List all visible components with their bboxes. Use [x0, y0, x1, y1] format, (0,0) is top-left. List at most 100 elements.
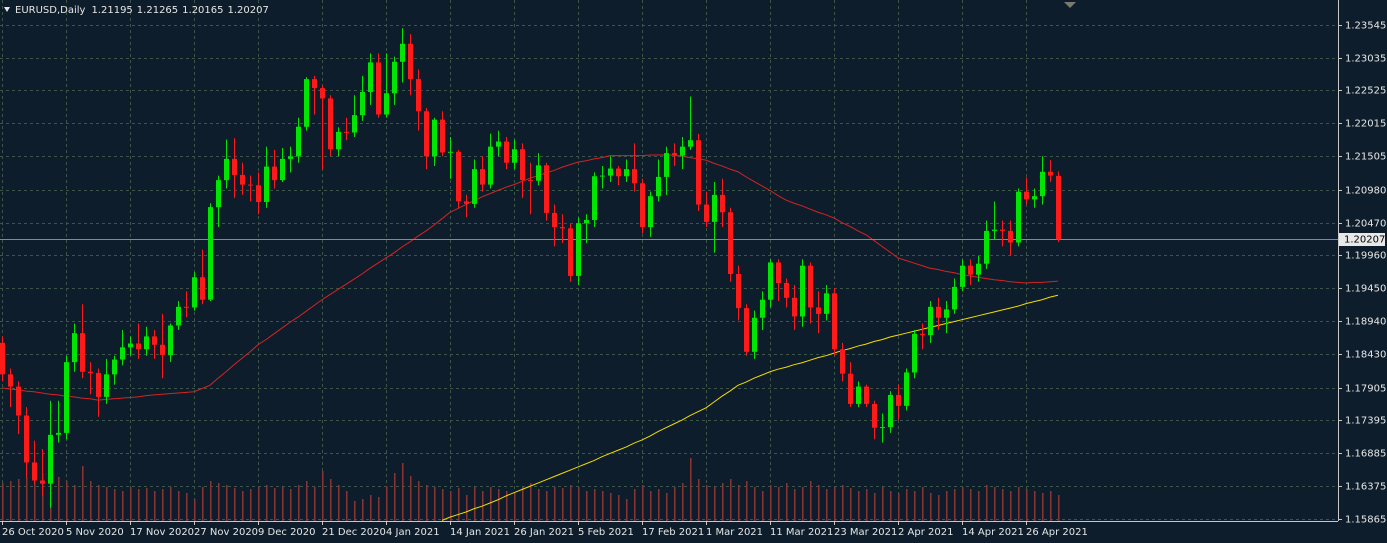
y-tick-label: 1.21505 — [1345, 152, 1386, 163]
volume-bar — [490, 487, 492, 521]
candle-body — [768, 262, 773, 300]
price-tag-bg — [1339, 233, 1385, 246]
candle-body — [600, 175, 605, 177]
candle-body — [648, 196, 653, 228]
volume-bar — [98, 485, 100, 521]
volume-bar — [442, 489, 444, 521]
volume-bar — [426, 485, 428, 521]
volume-bar — [586, 491, 588, 521]
grid — [0, 0, 1338, 521]
header-open: 1.21195 — [91, 5, 132, 16]
candle-body — [576, 223, 581, 276]
candle-body — [512, 149, 517, 163]
candle-body — [896, 394, 901, 406]
y-tick-label: 1.17905 — [1345, 384, 1386, 395]
candle-body — [0, 342, 5, 375]
volume-bar — [914, 491, 916, 521]
volume-bar — [314, 487, 316, 521]
x-tick-label: 21 Dec 2020 — [322, 527, 386, 538]
x-tick-label: 11 Mar 2021 — [770, 527, 833, 538]
candle-body — [360, 91, 365, 116]
y-tick-label: 1.16375 — [1345, 482, 1386, 493]
volume-bar — [890, 491, 892, 521]
x-tick-label: 26 Jan 2021 — [514, 527, 574, 538]
candle-body — [264, 166, 269, 202]
volume-bar — [642, 485, 644, 521]
candle-body — [200, 277, 205, 300]
volume-bar — [770, 485, 772, 521]
candle-body — [504, 141, 509, 163]
volume-bar — [450, 491, 452, 521]
volume-bar — [730, 479, 732, 521]
volume-bar — [634, 489, 636, 521]
volume-bar — [906, 489, 908, 521]
volume-bar — [866, 489, 868, 521]
volume-bar — [514, 493, 516, 521]
volume-bar — [714, 487, 716, 521]
volume-bar — [570, 485, 572, 521]
volume-bar — [250, 489, 252, 521]
candle-body — [496, 141, 501, 147]
candle-body — [928, 306, 933, 336]
volume-bar — [578, 487, 580, 521]
volume-bar — [690, 458, 692, 521]
volume-bar — [410, 476, 412, 521]
volume-bar — [962, 487, 964, 521]
volume-bar — [218, 483, 220, 521]
candle-body — [480, 169, 485, 185]
candle-body — [672, 153, 677, 156]
volume-bar — [154, 491, 156, 521]
volume-bar — [538, 489, 540, 521]
candle-body — [992, 229, 997, 231]
x-tick-label: 26 Oct 2020 — [2, 527, 64, 538]
volume-bar — [274, 488, 276, 521]
volume-bar — [42, 473, 44, 521]
candle-body — [832, 293, 837, 350]
volume-bar — [738, 485, 740, 521]
candle-body — [208, 207, 213, 300]
candle-body — [888, 394, 893, 428]
volume-bar — [202, 487, 204, 521]
volume-bar — [138, 489, 140, 521]
x-tick-label: 14 Apr 2021 — [962, 527, 1024, 538]
candle-body — [104, 374, 109, 397]
volume-bar — [1018, 487, 1020, 521]
candle-body — [464, 201, 469, 204]
y-tick-label: 1.18430 — [1345, 350, 1386, 361]
volume-bar — [858, 491, 860, 521]
candle-body — [608, 168, 613, 176]
x-tick-label: 17 Feb 2021 — [642, 527, 704, 538]
volume-bar — [522, 487, 524, 521]
volume-bar — [794, 489, 796, 521]
chart-header: EURUSD,Daily 1.21195 1.21265 1.20165 1.20207 — [15, 5, 269, 16]
volume-bar — [338, 485, 340, 521]
shift-marker[interactable] — [1064, 2, 1076, 8]
candle-body — [688, 140, 693, 147]
y-tick-label: 1.18940 — [1345, 317, 1386, 328]
menu-arrow[interactable] — [4, 7, 10, 12]
x-tick-label: 5 Nov 2020 — [66, 527, 124, 538]
volume-bar — [418, 481, 420, 521]
candle-body — [448, 151, 453, 153]
x-tick-label: 17 Nov 2020 — [130, 527, 194, 538]
candle-body — [880, 427, 885, 429]
price-tag: 1.20207 — [1344, 235, 1385, 246]
candle-body — [1000, 229, 1005, 231]
volume-bar — [114, 489, 116, 521]
volume-bar — [874, 493, 876, 521]
candle-body — [136, 343, 141, 350]
candle-body — [656, 176, 661, 197]
candle-body — [232, 158, 237, 175]
x-tick-label: 1 Mar 2021 — [706, 527, 763, 538]
candle-body — [1008, 230, 1013, 243]
candle-body — [392, 61, 397, 94]
y-tick-label: 1.20980 — [1345, 186, 1386, 197]
y-tick-label: 1.23035 — [1345, 54, 1386, 65]
volume-bar — [434, 487, 436, 521]
candle-body — [56, 432, 61, 435]
candle-body — [744, 308, 749, 352]
candle-body — [344, 131, 349, 133]
volume-bar — [834, 487, 836, 521]
candle-body — [536, 165, 541, 181]
